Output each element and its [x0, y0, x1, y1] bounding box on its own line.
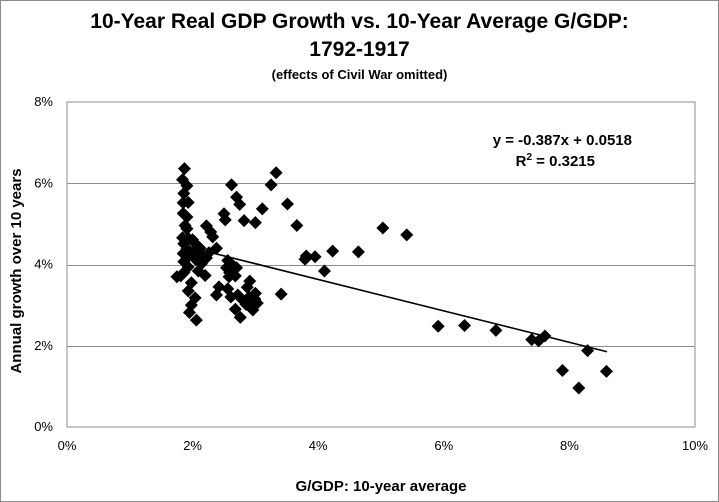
x-axis-title: G/GDP: 10-year average — [296, 478, 467, 495]
x-tick-label: 6% — [434, 438, 453, 453]
r-squared-label: R2 = 0.3215 — [516, 152, 595, 170]
x-tick-label: 4% — [309, 438, 328, 453]
y-tick-label: 8% — [34, 94, 53, 109]
data-point — [376, 221, 390, 235]
data-point — [230, 261, 244, 275]
chart-title-line2: 1792-1917 — [309, 38, 410, 61]
data-point — [255, 202, 269, 216]
data-point — [176, 196, 190, 210]
data-point — [218, 213, 232, 227]
data-point — [489, 323, 503, 337]
data-point — [299, 249, 313, 263]
data-point — [317, 264, 331, 278]
x-tick-label: 10% — [682, 438, 708, 453]
data-point — [189, 313, 203, 327]
data-point — [240, 280, 254, 294]
data-point — [274, 287, 288, 301]
data-point — [180, 210, 194, 224]
chart-title-line1: 10-Year Real GDP Growth vs. 10-Year Aver… — [90, 10, 629, 33]
plot-area — [66, 101, 696, 428]
data-point — [198, 268, 212, 282]
data-point — [458, 318, 472, 332]
data-point — [181, 284, 195, 298]
data-point — [599, 364, 613, 378]
data-point — [400, 228, 414, 242]
data-point — [233, 310, 247, 324]
data-point — [269, 166, 283, 180]
data-point — [182, 305, 196, 319]
data-point — [225, 178, 239, 192]
data-point — [177, 162, 191, 176]
data-point — [290, 219, 304, 232]
y-tick-label: 4% — [34, 257, 53, 272]
data-point — [222, 270, 236, 284]
data-point — [264, 178, 278, 192]
data-point — [280, 197, 294, 211]
data-point — [237, 214, 251, 228]
data-point — [351, 245, 365, 259]
chart-subtitle: (effects of Civil War omitted) — [271, 67, 448, 82]
data-point — [177, 186, 191, 200]
data-point — [233, 197, 247, 211]
y-tick-label: 6% — [34, 175, 53, 190]
y-tick-label: 2% — [34, 338, 53, 353]
data-point — [431, 319, 445, 333]
x-tick-label: 8% — [560, 438, 579, 453]
data-point — [572, 381, 586, 395]
data-point — [228, 302, 242, 316]
data-point — [180, 222, 194, 236]
data-point — [555, 364, 569, 378]
data-point — [209, 288, 223, 302]
data-point — [174, 269, 188, 283]
r-squared-exponent: 2 — [526, 152, 532, 163]
trendline-equation: y = -0.387x + 0.0518 — [493, 132, 632, 149]
data-point — [250, 296, 264, 310]
data-point — [326, 244, 340, 258]
trendline — [179, 244, 608, 353]
data-point — [206, 230, 220, 244]
r-squared-value: = 0.3215 — [532, 153, 595, 170]
r-squared-symbol: R — [516, 153, 527, 170]
y-axis-title: Annual growth over 10 years — [8, 168, 25, 373]
data-point — [248, 216, 262, 230]
data-point — [308, 250, 322, 264]
data-point — [248, 286, 262, 300]
x-tick-label: 0% — [58, 438, 77, 453]
x-tick-label: 2% — [183, 438, 202, 453]
y-tick-label: 0% — [34, 419, 53, 434]
